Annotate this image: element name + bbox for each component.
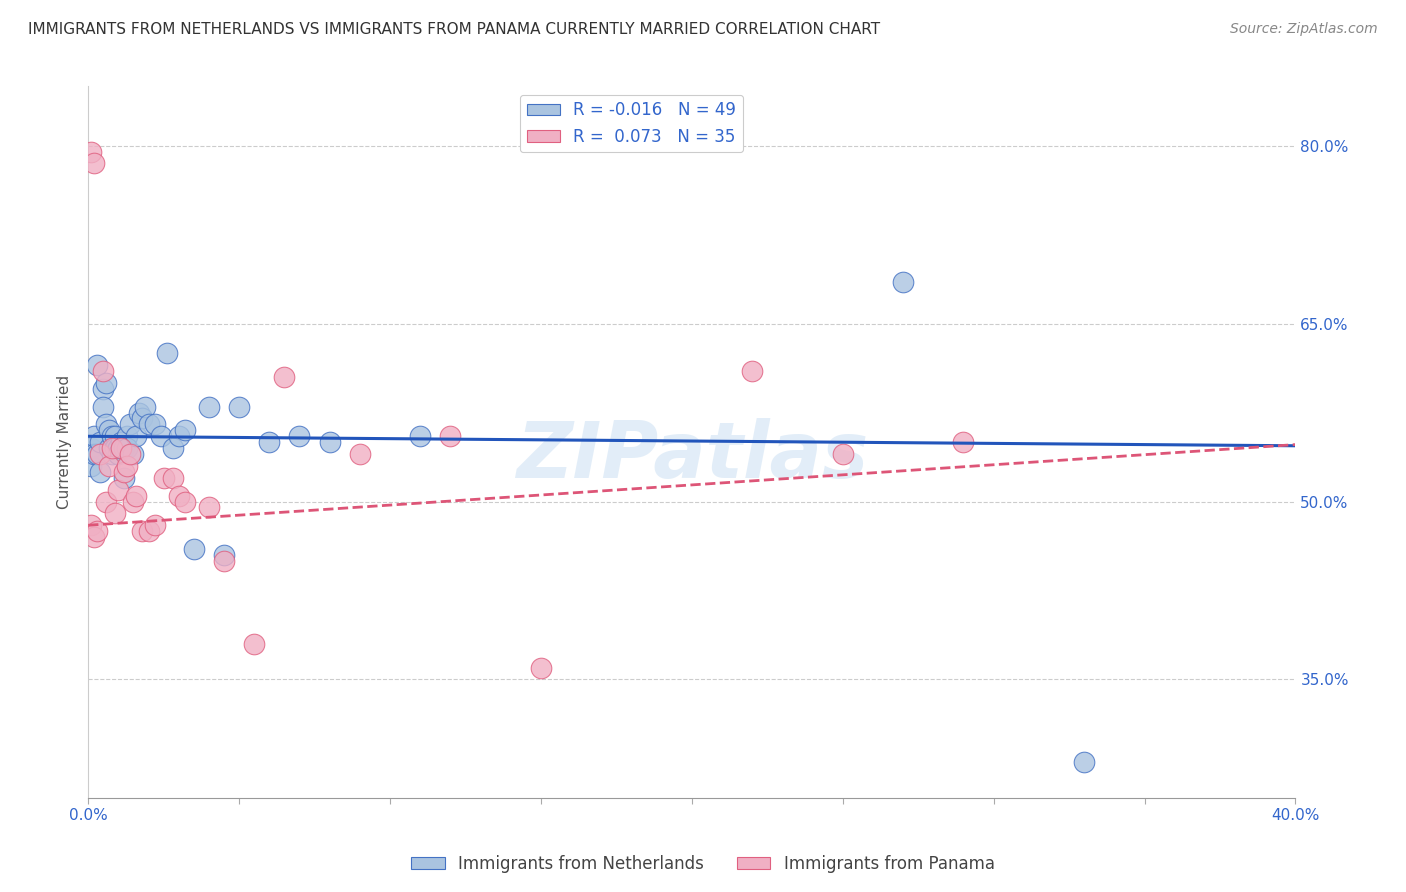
Point bbox=[83, 530, 105, 544]
Point bbox=[152, 471, 174, 485]
Point bbox=[228, 400, 250, 414]
Point bbox=[110, 441, 132, 455]
Point bbox=[117, 441, 139, 455]
Point bbox=[80, 518, 103, 533]
Point bbox=[104, 507, 127, 521]
Point bbox=[112, 441, 135, 455]
Point bbox=[257, 435, 280, 450]
Point bbox=[83, 429, 105, 443]
Point bbox=[131, 411, 153, 425]
Point bbox=[122, 494, 145, 508]
Point bbox=[120, 447, 142, 461]
Point bbox=[128, 406, 150, 420]
Point bbox=[98, 441, 121, 455]
Point bbox=[104, 441, 127, 455]
Point bbox=[198, 400, 221, 414]
Point bbox=[831, 447, 853, 461]
Point bbox=[167, 429, 190, 443]
Point bbox=[89, 447, 111, 461]
Point bbox=[198, 500, 221, 515]
Point bbox=[952, 435, 974, 450]
Point bbox=[125, 429, 148, 443]
Point bbox=[91, 364, 114, 378]
Point bbox=[183, 541, 205, 556]
Text: IMMIGRANTS FROM NETHERLANDS VS IMMIGRANTS FROM PANAMA CURRENTLY MARRIED CORRELAT: IMMIGRANTS FROM NETHERLANDS VS IMMIGRANT… bbox=[28, 22, 880, 37]
Point bbox=[91, 400, 114, 414]
Point bbox=[143, 518, 166, 533]
Text: ZIPatlas: ZIPatlas bbox=[516, 418, 868, 494]
Point bbox=[138, 417, 160, 432]
Point bbox=[96, 494, 118, 508]
Point bbox=[117, 429, 139, 443]
Point bbox=[96, 417, 118, 432]
Point bbox=[125, 489, 148, 503]
Point bbox=[212, 548, 235, 562]
Point bbox=[89, 435, 111, 450]
Point bbox=[120, 417, 142, 432]
Point bbox=[212, 554, 235, 568]
Point bbox=[91, 382, 114, 396]
Point bbox=[89, 465, 111, 479]
Point bbox=[273, 370, 295, 384]
Point bbox=[439, 429, 461, 443]
Point bbox=[96, 376, 118, 390]
Point bbox=[409, 429, 432, 443]
Point bbox=[349, 447, 371, 461]
Point bbox=[112, 471, 135, 485]
Point bbox=[167, 489, 190, 503]
Point bbox=[741, 364, 763, 378]
Point bbox=[156, 346, 179, 360]
Point bbox=[891, 275, 914, 289]
Point bbox=[86, 358, 108, 372]
Point bbox=[101, 441, 124, 455]
Point bbox=[80, 145, 103, 159]
Point bbox=[86, 524, 108, 538]
Point bbox=[173, 494, 195, 508]
Point bbox=[110, 435, 132, 450]
Point bbox=[107, 483, 129, 497]
Point bbox=[149, 429, 172, 443]
Point bbox=[143, 417, 166, 432]
Point bbox=[98, 423, 121, 437]
Point bbox=[530, 660, 553, 674]
Point bbox=[122, 447, 145, 461]
Point bbox=[318, 435, 340, 450]
Point bbox=[1073, 756, 1095, 770]
Text: Source: ZipAtlas.com: Source: ZipAtlas.com bbox=[1230, 22, 1378, 37]
Point bbox=[243, 637, 266, 651]
Point bbox=[86, 447, 108, 461]
Point bbox=[138, 524, 160, 538]
Legend: Immigrants from Netherlands, Immigrants from Panama: Immigrants from Netherlands, Immigrants … bbox=[405, 848, 1001, 880]
Point bbox=[101, 447, 124, 461]
Point bbox=[107, 447, 129, 461]
Point bbox=[162, 441, 184, 455]
Point bbox=[173, 423, 195, 437]
Point bbox=[107, 441, 129, 455]
Point bbox=[98, 458, 121, 473]
Point bbox=[104, 429, 127, 443]
Point bbox=[80, 458, 103, 473]
Legend: R = -0.016   N = 49, R =  0.073   N = 35: R = -0.016 N = 49, R = 0.073 N = 35 bbox=[520, 95, 742, 153]
Point bbox=[101, 429, 124, 443]
Point bbox=[112, 465, 135, 479]
Point bbox=[162, 471, 184, 485]
Point bbox=[288, 429, 311, 443]
Y-axis label: Currently Married: Currently Married bbox=[58, 376, 72, 509]
Point bbox=[134, 400, 156, 414]
Point bbox=[131, 524, 153, 538]
Point bbox=[80, 441, 103, 455]
Point bbox=[83, 447, 105, 461]
Point bbox=[83, 156, 105, 170]
Point bbox=[110, 441, 132, 455]
Point bbox=[117, 458, 139, 473]
